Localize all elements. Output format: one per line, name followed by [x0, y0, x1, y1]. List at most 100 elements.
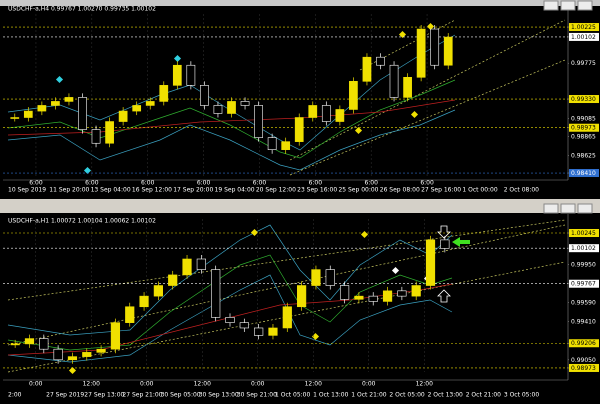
candle-body [311, 269, 321, 286]
maximize-button[interactable] [560, 0, 576, 11]
hour-label: 6:00 [309, 180, 323, 187]
hour-label: 6:00 [29, 180, 43, 187]
price-label: 0.98973 [571, 125, 596, 132]
price-label: 0.99950 [571, 261, 596, 268]
candle-body [403, 76, 412, 98]
hour-label: 12:00 [416, 381, 433, 388]
channel-line [7, 261, 566, 373]
time-label: 11 Sep 20:00 [49, 187, 89, 194]
price-label: 1.00225 [571, 24, 596, 31]
fractal-marker [426, 22, 435, 31]
candle-body [335, 109, 345, 122]
candle-body [254, 327, 264, 336]
candle-body [389, 64, 399, 98]
candle-body [182, 258, 192, 276]
channel-line [289, 19, 566, 161]
price-label-box [569, 298, 599, 307]
time-label: 30 Sep 21:00 [237, 392, 277, 399]
window-buttons[interactable] [543, 203, 593, 214]
time-label: 10 Sep 2019 [8, 187, 46, 194]
price-label: 0.99410 [571, 319, 596, 326]
candle-body [411, 285, 421, 297]
price-label-box [569, 279, 599, 288]
candle-body [227, 101, 236, 114]
window-buttons[interactable] [543, 0, 593, 11]
candle-body [382, 290, 393, 302]
candle-body [362, 56, 372, 82]
time-label: 30 Sep 05:00 [161, 392, 201, 399]
hour-label: 6:00 [197, 180, 211, 187]
hour-label: 0:00 [362, 381, 376, 388]
candle-body [67, 356, 78, 361]
time-label: 27 Sep 21:00 [122, 392, 162, 399]
price-label: 1.00245 [571, 230, 596, 237]
fractal-marker [250, 228, 259, 237]
time-label: 13 Sep 04:00 [91, 187, 131, 194]
hour-label: 12:00 [194, 381, 211, 388]
candle-body [240, 101, 250, 106]
channel-line [7, 219, 566, 301]
time-label: 27 Sep 13:00 [84, 392, 124, 399]
candle-body [368, 295, 378, 302]
hour-label: 6:00 [364, 180, 378, 187]
hour-label: 12:00 [83, 381, 100, 388]
time-label: 16 Sep 12:00 [132, 187, 172, 194]
minimize-button[interactable] [543, 0, 559, 11]
candle-body [339, 285, 350, 300]
price-label: 0.99206 [571, 340, 596, 347]
candle-body [153, 285, 163, 297]
candle-body [186, 64, 196, 86]
time-label: 19 Sep 04:00 [215, 187, 255, 194]
candle-body [78, 97, 87, 130]
hour-label: 6:00 [85, 180, 99, 187]
moving-average [7, 99, 456, 136]
candle-body [10, 117, 20, 119]
time-label: 2 Oct 13:00 [428, 392, 463, 399]
candle-body [110, 322, 121, 350]
candle-body [82, 352, 92, 357]
time-label: 25 Sep 00:00 [338, 187, 378, 194]
maximize-button[interactable] [560, 203, 576, 214]
title-bar [0, 0, 600, 6]
candle-body [37, 105, 47, 112]
fractal-marker [360, 230, 369, 239]
price-label-box [569, 169, 599, 178]
candle-body [239, 322, 249, 329]
channel-line [289, 59, 566, 176]
candle-body [397, 290, 407, 297]
fractal-marker [83, 166, 92, 175]
price-label-box [569, 23, 599, 32]
price-label-box [569, 95, 599, 104]
price-label: 0.99767 [571, 281, 596, 288]
price-label-box [569, 339, 599, 348]
candle-body [96, 348, 106, 353]
fractal-marker [68, 366, 77, 375]
hour-label: 6:00 [420, 180, 434, 187]
candle-body [159, 85, 169, 102]
minimize-button[interactable] [543, 203, 559, 214]
fractal-marker [398, 30, 407, 39]
time-label: 2:00 [8, 392, 22, 399]
arrow-left [452, 237, 470, 247]
candle-body [254, 105, 263, 138]
candle-body [416, 28, 426, 78]
channel-line [7, 224, 566, 346]
price-label: 0.99590 [571, 300, 596, 307]
price-label: 0.98865 [571, 133, 596, 140]
price-label-box [569, 151, 599, 160]
price-label-box [569, 355, 599, 364]
time-label: 2 Oct 08:00 [504, 187, 539, 194]
candle-body [51, 101, 60, 106]
price-label: 0.99775 [571, 60, 596, 67]
bollinger-lower [7, 274, 453, 363]
close-button[interactable] [577, 0, 593, 11]
fractal-marker [173, 54, 182, 63]
hour-label: 0:00 [251, 381, 265, 388]
candle-body [105, 121, 114, 144]
close-button[interactable] [577, 203, 593, 214]
hour-label: 6:00 [253, 180, 267, 187]
time-label: 1 Oct 21:00 [351, 392, 386, 399]
price-label: 0.98625 [571, 153, 596, 160]
